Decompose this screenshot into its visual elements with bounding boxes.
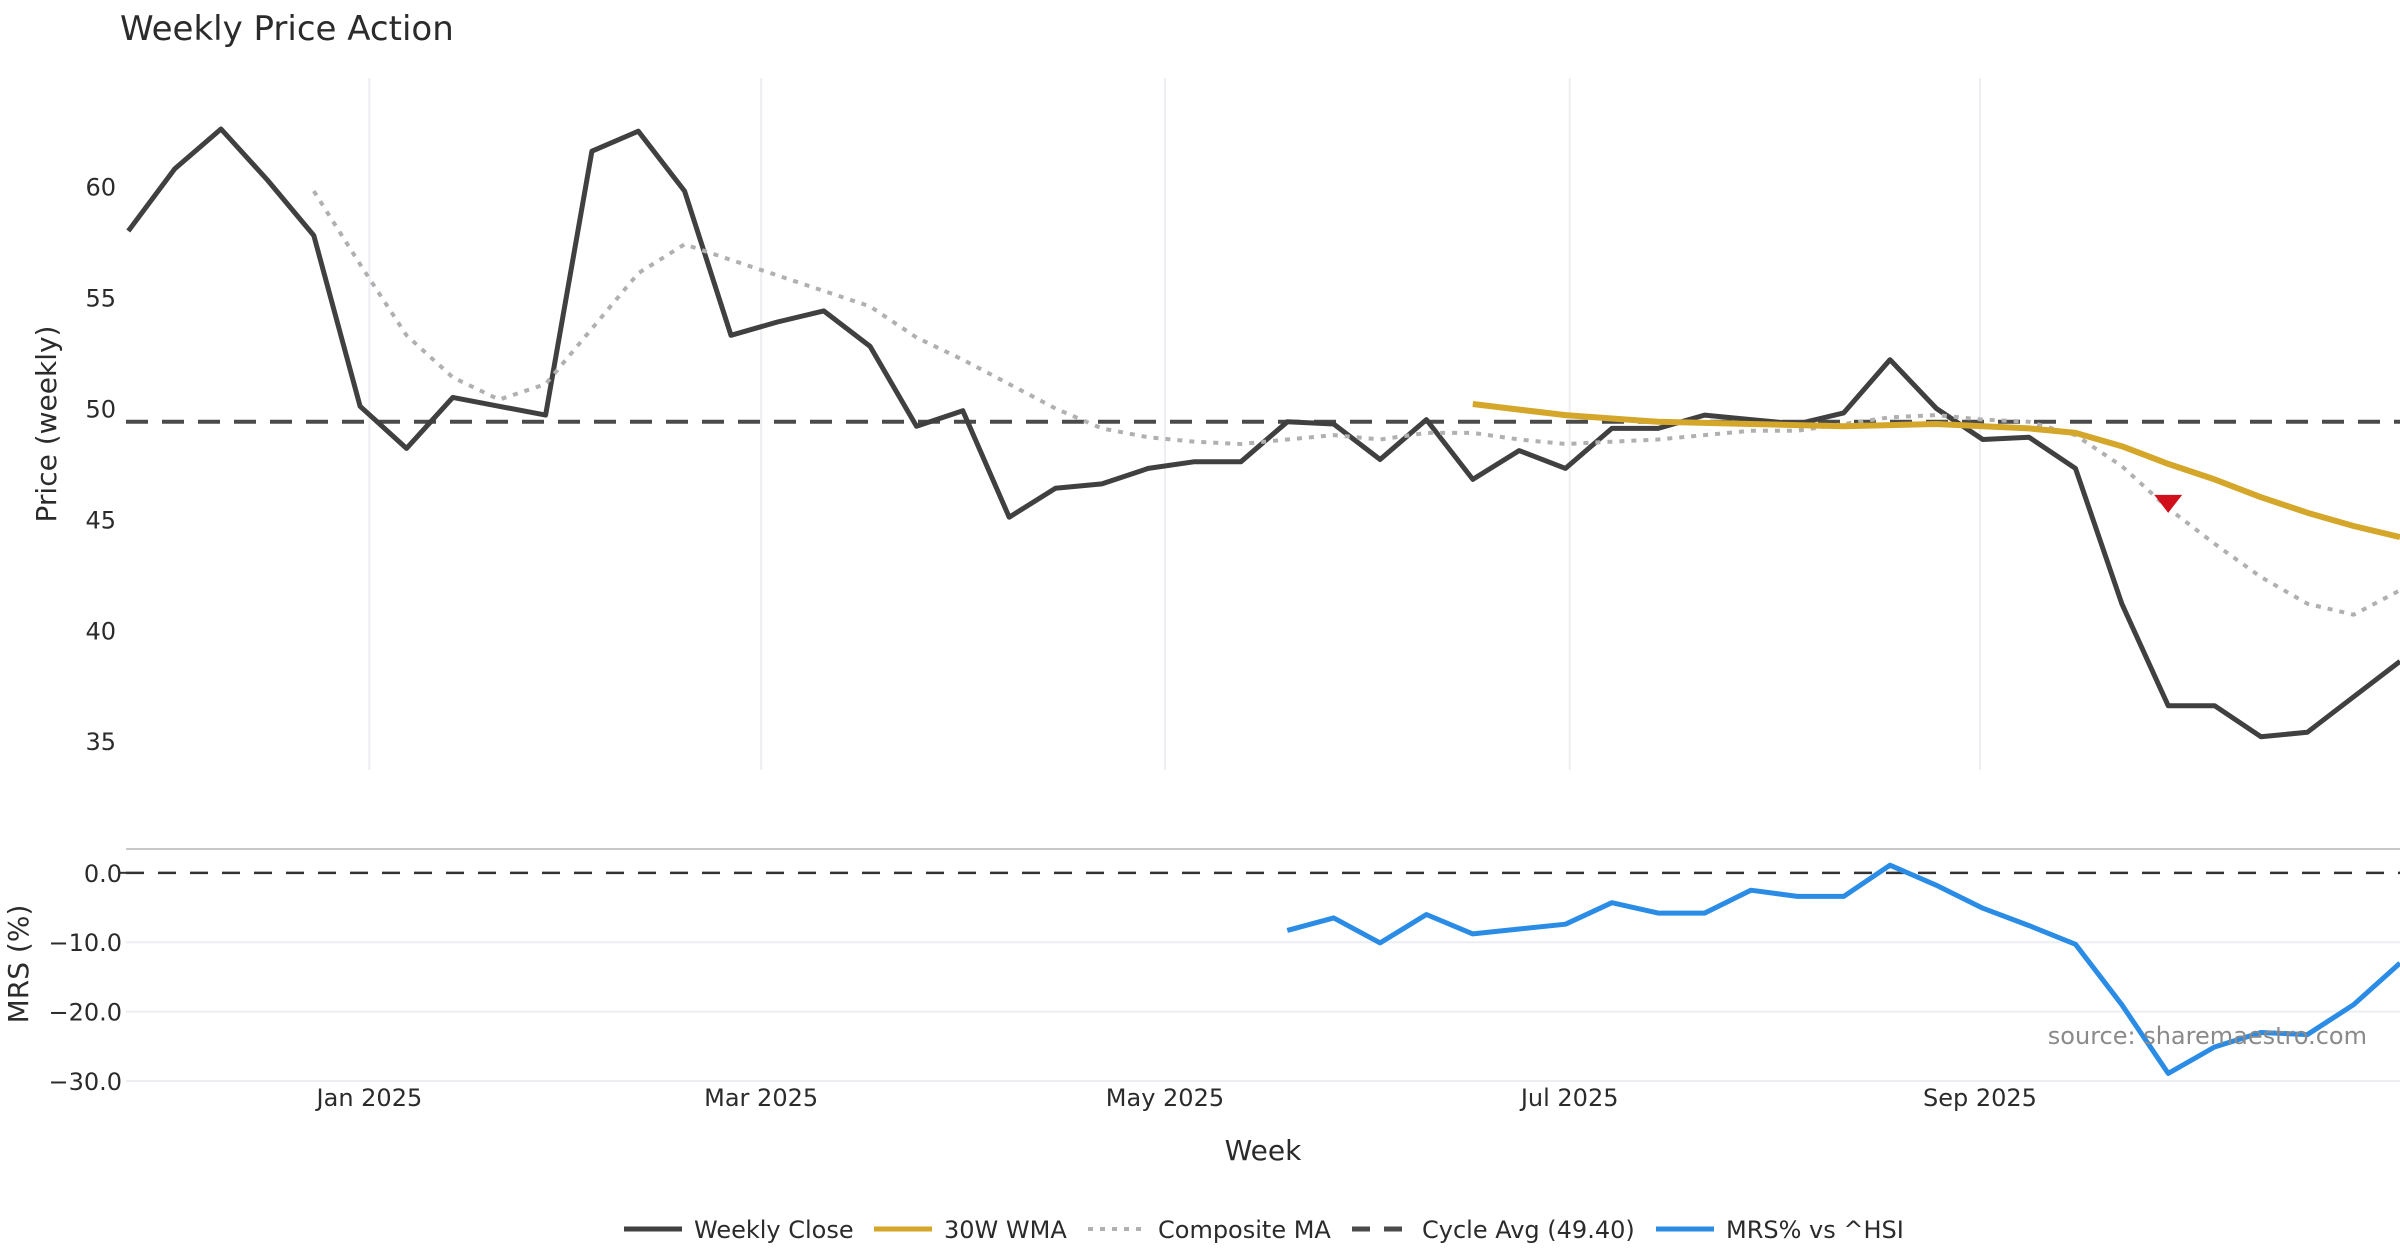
legend-item-cycle-avg-49-40[interactable]: Cycle Avg (49.40) xyxy=(1352,1216,1635,1244)
mrs-y-tick-label: −10.0 xyxy=(48,929,122,957)
mrs-y-gridlines xyxy=(126,941,2400,1083)
mrs-y-axis-label: MRS (%) xyxy=(2,905,35,1024)
price-y-tick-label: 35 xyxy=(85,728,116,756)
mrs-y-tick-label: −20.0 xyxy=(48,999,122,1027)
x-axis-ticks: Jan 2025 Mar 2025 May 2025 Jul 2025 Sep 2025 xyxy=(315,1084,2037,1112)
legend-label: 30W WMA xyxy=(944,1216,1067,1244)
legend-label: Composite MA xyxy=(1158,1216,1331,1244)
x-axis-label: Week xyxy=(1225,1134,1302,1167)
mrs-y-tick-label: −30.0 xyxy=(48,1068,122,1096)
price-panel: 60 55 50 45 40 35 Price (weekly) xyxy=(30,78,2400,770)
x-tick-label: Mar 2025 xyxy=(704,1084,818,1112)
price-y-tick-label: 60 xyxy=(85,174,116,202)
price-y-tick-label: 45 xyxy=(85,506,116,534)
price-y-tick-label: 55 xyxy=(85,285,116,313)
price-series xyxy=(126,126,2400,740)
composite-ma-line xyxy=(312,190,2400,617)
source-credit: source: sharemaestro.com xyxy=(2048,1022,2367,1050)
legend-item-weekly-close[interactable]: Weekly Close xyxy=(624,1216,854,1244)
mrs-y-ticks: 0.0 −10.0 −20.0 −30.0 xyxy=(48,860,126,1096)
price-y-axis-label: Price (weekly) xyxy=(30,326,63,523)
price-y-ticks: 60 55 50 45 40 35 xyxy=(85,174,116,756)
price-markers xyxy=(2154,494,2183,513)
legend: Weekly Close 30W WMA Composite MA Cycle Avg… xyxy=(624,1216,1904,1244)
legend-label: MRS% vs ^HSI xyxy=(1726,1216,1904,1244)
legend-item-30w-wma[interactable]: 30W WMA xyxy=(874,1216,1067,1244)
legend-label: Weekly Close xyxy=(694,1216,854,1244)
x-tick-label: May 2025 xyxy=(1106,1084,1224,1112)
mrs-series xyxy=(1286,862,2400,1076)
legend-label: Cycle Avg (49.40) xyxy=(1422,1216,1635,1244)
x-tick-label: Sep 2025 xyxy=(1923,1084,2037,1112)
x-tick-label: Jan 2025 xyxy=(315,1084,423,1112)
chart-title: Weekly Price Action xyxy=(120,9,454,49)
mrs-y-tick-label: 0.0 xyxy=(84,860,122,888)
price-y-tick-label: 50 xyxy=(85,395,116,423)
legend-item-mrs-vs-hsi[interactable]: MRS% vs ^HSI xyxy=(1656,1216,1904,1244)
price-y-tick-label: 40 xyxy=(85,617,116,645)
mrs-panel: 0.0 −10.0 −20.0 −30.0 MRS (%) source: share… xyxy=(2,848,2400,1096)
legend-item-composite-ma[interactable]: Composite MA xyxy=(1088,1216,1331,1244)
x-tick-label: Jul 2025 xyxy=(1519,1084,1619,1112)
sell-signal-marker xyxy=(2154,494,2183,513)
